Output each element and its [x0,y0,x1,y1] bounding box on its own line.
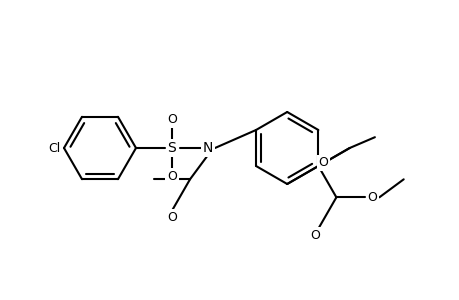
Text: Cl: Cl [48,142,60,154]
Text: O: O [318,157,328,169]
Text: O: O [310,229,319,242]
Text: S: S [167,141,176,155]
Text: N: N [202,141,213,155]
Text: O: O [167,170,177,183]
Text: O: O [367,191,376,204]
Text: O: O [167,113,177,126]
Text: O: O [167,211,177,224]
